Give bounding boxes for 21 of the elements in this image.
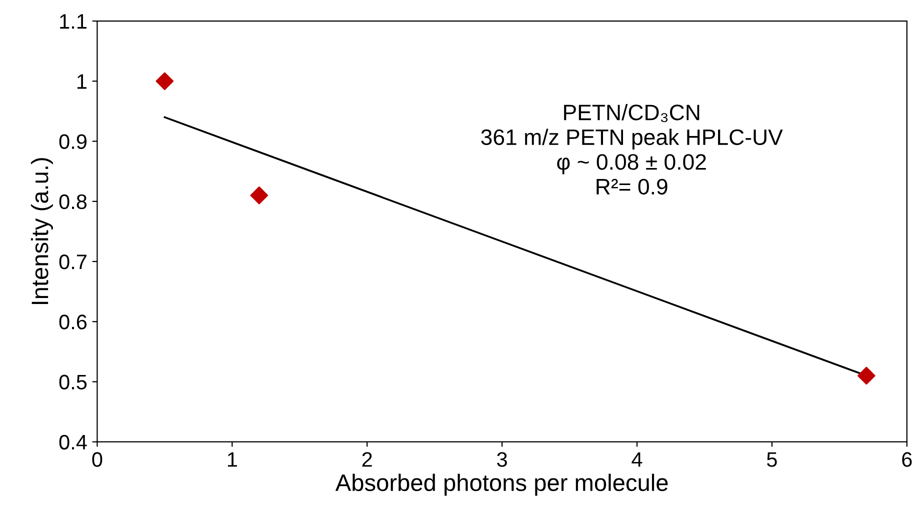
y-tick-label: 0.5 [59, 374, 87, 390]
point [156, 72, 174, 90]
point [250, 186, 268, 204]
y-axis-title: Intensity (a.u.) [30, 158, 53, 304]
x-tick-label: 1 [228, 452, 237, 467]
point [858, 366, 876, 385]
x-tick-label: 5 [767, 452, 777, 467]
x-tick-label: 0 [92, 452, 102, 467]
y-tick-label: 0.4 [59, 434, 87, 450]
x-tick-label: 4 [632, 452, 642, 467]
y-tick-label: 1.1 [60, 14, 86, 29]
y-tick-label: 0.7 [59, 254, 86, 270]
x-axis-title: Absorbed photons per molecule [335, 474, 668, 496]
y-tick-label: 0.6 [59, 314, 87, 330]
x-tick-label: 6 [902, 452, 912, 467]
y-tick-label: 0.9 [59, 134, 86, 150]
y-tick-label: 1 [77, 74, 86, 89]
y-tick-label: 0.8 [59, 194, 87, 210]
x-tick-label: 3 [497, 452, 507, 467]
x-tick-label: 2 [362, 452, 372, 467]
annotation: PETN/CD₃CN 361 m/z PETN peak HPLC-UV φ ~ 0.08 ± 0.02 R²= 0.9 [481, 104, 783, 195]
